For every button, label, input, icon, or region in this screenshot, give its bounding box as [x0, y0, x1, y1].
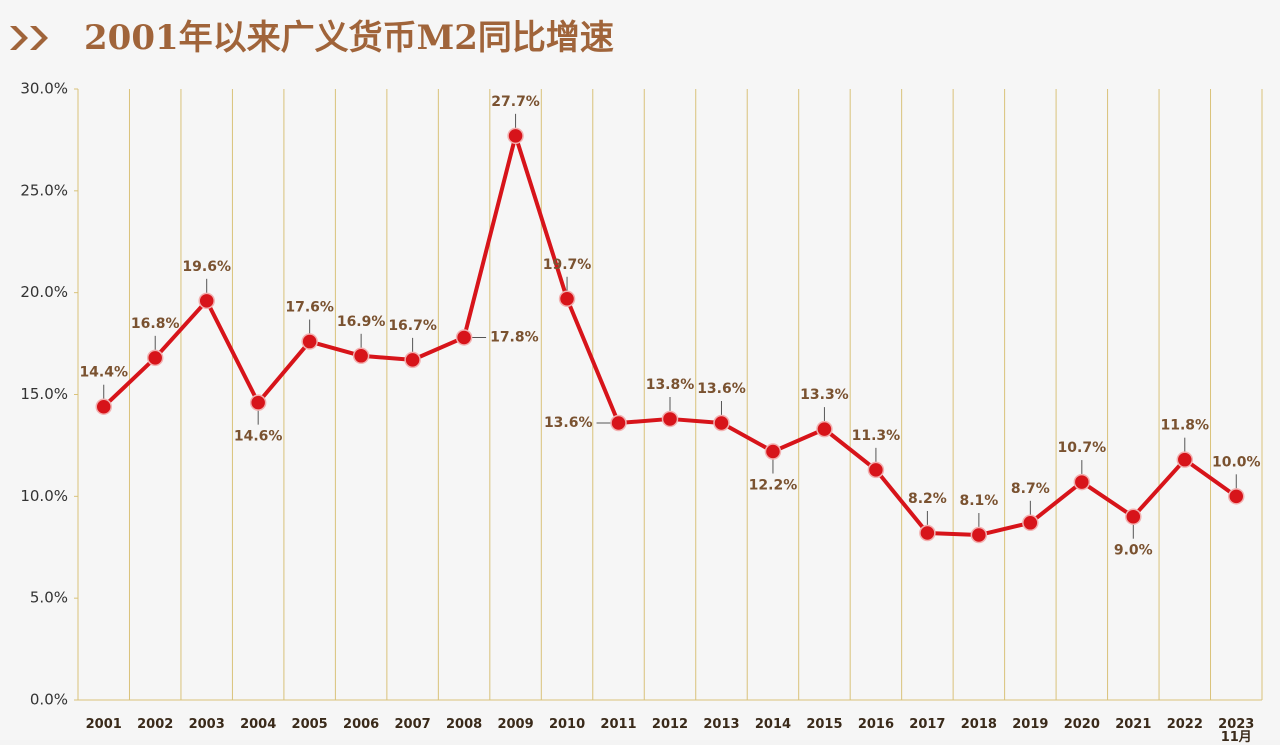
title-icon — [10, 26, 48, 50]
point — [558, 290, 576, 308]
point — [1073, 473, 1091, 491]
value-label: 14.6% — [234, 429, 283, 445]
chart-title: 2001年以来广义货币M2同比增速 — [84, 18, 614, 58]
x-tick-label: 2002 — [137, 717, 174, 732]
point — [1022, 514, 1039, 532]
point — [455, 329, 473, 346]
value-label: 12.2% — [749, 478, 798, 494]
value-label: 8.7% — [1011, 481, 1050, 497]
point — [1228, 488, 1245, 505]
x-tick-label: 2013 — [703, 717, 740, 732]
y-tick-label: 0.0% — [30, 691, 68, 709]
x-tick-label: 2008 — [445, 717, 483, 732]
value-label: 14.4% — [79, 365, 128, 381]
point — [95, 398, 112, 415]
x-tick-label: 2003 — [188, 717, 225, 732]
x-tick-label: 2016 — [857, 717, 894, 732]
value-label: 19.7% — [543, 257, 592, 273]
point — [1125, 508, 1142, 525]
point — [867, 461, 885, 479]
x-tick-label: 2006 — [343, 717, 380, 732]
x-tick-label: 2018 — [960, 717, 997, 732]
point — [816, 420, 833, 438]
x-tick-label: 2015 — [806, 717, 843, 732]
value-label: 11.8% — [1160, 418, 1209, 434]
point — [610, 414, 627, 432]
y-tick-label: 20.0% — [20, 283, 68, 301]
point — [507, 127, 524, 145]
point — [404, 351, 421, 369]
x-tick-label: 2019 — [1012, 717, 1049, 732]
x-tick-label: 2007 — [394, 717, 431, 732]
value-label: 16.9% — [337, 314, 386, 330]
value-label: 13.3% — [800, 387, 849, 403]
x-tick-label: 2011 — [600, 717, 637, 732]
x-tick-label: 2012 — [651, 717, 689, 732]
value-label: 13.8% — [646, 377, 695, 393]
point — [1176, 451, 1194, 468]
point — [301, 333, 318, 350]
y-tick-label: 10.0% — [20, 487, 68, 505]
x-tick-label: 2017 — [909, 717, 946, 732]
x-tick-label: 2020 — [1063, 717, 1100, 732]
x-tick-label: 2014 — [754, 717, 792, 732]
value-label: 13.6% — [544, 415, 593, 431]
y-tick-label: 5.0% — [30, 589, 68, 607]
x-tick-label: 2004 — [240, 717, 277, 732]
value-label: 10.7% — [1058, 440, 1107, 456]
value-label: 8.1% — [959, 493, 998, 509]
value-label: 8.2% — [908, 491, 947, 507]
x-tick-label: 2023 11月 — [1218, 717, 1255, 745]
value-label: 19.6% — [182, 259, 231, 275]
value-label: 10.0% — [1212, 454, 1261, 470]
point — [970, 526, 988, 544]
point — [198, 292, 215, 310]
x-tick-label: 2010 — [548, 717, 586, 732]
point — [713, 414, 730, 432]
y-tick-label: 30.0% — [20, 80, 68, 98]
value-label: 11.3% — [852, 428, 901, 444]
x-tick-label: 2001 — [85, 717, 122, 732]
x-tick-label: 2022 — [1166, 717, 1203, 732]
point — [146, 349, 164, 367]
value-label: 9.0% — [1114, 543, 1153, 559]
y-tick-label: 15.0% — [20, 385, 68, 403]
value-label: 27.7% — [491, 94, 540, 110]
value-label: 17.6% — [285, 300, 334, 316]
point — [764, 443, 782, 460]
x-tick-label: 2009 — [497, 717, 534, 732]
value-label: 17.8% — [490, 329, 539, 345]
point — [352, 347, 370, 365]
point — [249, 394, 267, 411]
point — [919, 524, 936, 542]
value-label: 13.6% — [697, 381, 746, 397]
x-tick-label: 2021 — [1115, 717, 1152, 732]
x-tick-label: 2005 — [291, 717, 328, 732]
value-label: 16.7% — [388, 318, 437, 334]
point — [661, 410, 679, 428]
value-label: 16.8% — [131, 316, 180, 332]
y-tick-label: 25.0% — [20, 181, 68, 199]
